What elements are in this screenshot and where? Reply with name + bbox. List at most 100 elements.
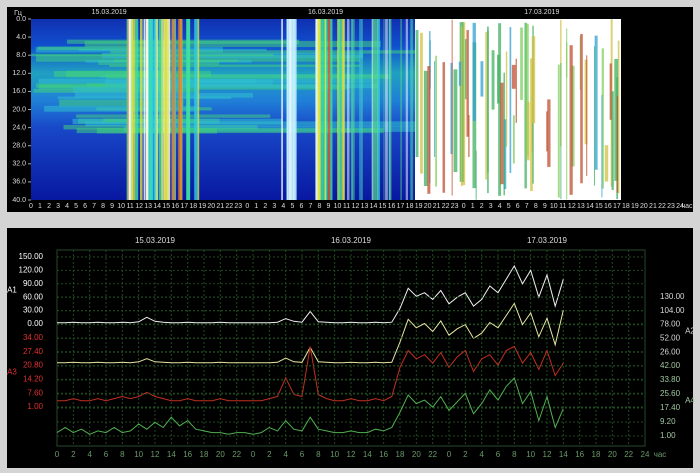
x-tick-label: 22 xyxy=(658,203,666,210)
x-tick-label: 5 xyxy=(290,203,294,210)
spectrogram-stripe xyxy=(515,58,517,123)
spectrogram-stripe xyxy=(347,19,350,200)
date-label: 15.03.2019 xyxy=(92,9,127,16)
x-tick-label: 0 xyxy=(462,203,466,210)
y-tick-label: 130.00 xyxy=(660,292,685,301)
x-tick-label: 16 xyxy=(171,203,179,210)
spectrogram-stripe xyxy=(143,19,146,200)
x-tick-label: 16 xyxy=(183,450,192,459)
spectrogram-stripe xyxy=(520,27,523,100)
x-tick-label: 6 xyxy=(83,203,87,210)
x-tick-label: 7 xyxy=(308,203,312,210)
x-tick-label: 0 xyxy=(55,450,60,459)
y-tick-label: 90.00 xyxy=(23,279,44,288)
spectrogram-stripe xyxy=(480,61,484,97)
x-tick-label: 20 xyxy=(424,203,432,210)
x-tick-label: 12 xyxy=(543,450,552,459)
spectrogram-stripe xyxy=(560,63,562,200)
spectrogram-stripe xyxy=(423,70,428,187)
spectrogram-stripe xyxy=(339,19,342,200)
x-tick-label: 14 xyxy=(153,203,161,210)
x-tick-label: 4 xyxy=(281,203,285,210)
axis-name: A4 xyxy=(685,396,695,405)
spectrogram-stripe xyxy=(167,19,169,200)
spectrogram-stripe xyxy=(286,19,290,200)
spectrogram-stripe xyxy=(601,95,603,198)
x-tick-label: 6 xyxy=(496,450,501,459)
spectrogram-stripe xyxy=(153,19,158,200)
x-tick-label: 4 xyxy=(87,450,92,459)
axis-name: A1 xyxy=(7,286,17,295)
series-line xyxy=(57,264,564,324)
spectrogram-stripe xyxy=(151,19,154,200)
spectrogram-stripe xyxy=(376,19,380,200)
spectrogram-stripe xyxy=(405,19,408,200)
x-tick-label: 7 xyxy=(92,203,96,210)
spectrogram-stripe xyxy=(460,26,463,187)
spectrogram-stripe xyxy=(329,19,333,200)
y-tick-label: 40.0 xyxy=(12,197,26,204)
spectrogram-stripe xyxy=(131,19,136,200)
y-tick-label: 36.0 xyxy=(12,179,26,186)
x-tick-label: 13 xyxy=(361,203,369,210)
x-tick-label: 4 xyxy=(65,203,69,210)
y-tick-label: 33.80 xyxy=(660,375,681,384)
spectrogram-stripe xyxy=(281,19,283,200)
x-tick-label: 18 xyxy=(189,203,197,210)
x-tick-label: 11 xyxy=(343,203,350,210)
spectrogram-stripe xyxy=(171,19,175,200)
date-label: 16.03.2019 xyxy=(331,236,372,245)
spectrogram-stripe xyxy=(569,45,573,195)
spectrogram-stripe xyxy=(411,19,414,200)
x-tick-label: 23 xyxy=(234,203,242,210)
y-tick-label: 14.20 xyxy=(23,375,44,384)
spectrogram-stripe xyxy=(389,19,392,200)
spectrogram-band xyxy=(109,64,361,67)
spectrogram-stripe xyxy=(609,63,612,120)
x-tick-label: 5 xyxy=(507,203,511,210)
spectrogram-stripe xyxy=(487,26,489,194)
y-tick-label: 17.40 xyxy=(660,403,681,412)
spectrogram-band xyxy=(85,121,423,127)
x-unit: час xyxy=(654,450,667,459)
spectrogram-stripe xyxy=(505,51,508,147)
x-tick-label: 11 xyxy=(127,203,134,210)
x-tick-label: 2 xyxy=(267,450,272,459)
spectrogram-stripe xyxy=(291,19,294,200)
spectrogram-stripe xyxy=(614,58,619,181)
x-tick-label: 14 xyxy=(370,203,378,210)
x-tick-label: 22 xyxy=(442,203,450,210)
x-tick-label: 17 xyxy=(397,203,405,210)
series-line xyxy=(57,345,564,402)
spectrogram-stripe xyxy=(491,50,495,110)
y-tick-label: 42.00 xyxy=(660,361,681,370)
spectrogram-stripe xyxy=(530,58,533,192)
x-unit: час xyxy=(681,203,693,210)
spectrogram-band xyxy=(76,128,384,134)
y-tick-label: 150.00 xyxy=(19,252,44,261)
x-tick-label: 8 xyxy=(120,450,125,459)
spectrogram-stripe xyxy=(466,30,469,137)
x-tick-label: 6 xyxy=(299,203,303,210)
x-tick-label: 6 xyxy=(104,450,109,459)
y-tick-label: 8.0 xyxy=(16,52,26,59)
x-tick-label: 13 xyxy=(144,203,152,210)
spectrogram-stripe xyxy=(509,27,512,173)
x-tick-label: 19 xyxy=(415,203,423,210)
x-tick-label: 24 xyxy=(676,203,684,210)
x-tick-label: 16 xyxy=(388,203,396,210)
spectrogram-stripe xyxy=(451,19,453,196)
spectrogram-stripe xyxy=(158,19,163,200)
spectrogram-stripe xyxy=(498,23,502,196)
spectrogram-band xyxy=(121,83,378,89)
x-tick-label: 14 xyxy=(167,450,176,459)
x-tick-label: 20 xyxy=(216,450,225,459)
x-tick-label: 8 xyxy=(316,450,321,459)
x-tick-label: 15 xyxy=(379,203,387,210)
y-tick-label: 104.00 xyxy=(660,306,685,315)
x-tick-label: 6 xyxy=(300,450,305,459)
date-label: 15.03.2019 xyxy=(135,236,176,245)
spectrogram-stripe xyxy=(593,46,595,186)
x-tick-label: 5 xyxy=(74,203,78,210)
spectrogram-stripe xyxy=(442,62,446,193)
